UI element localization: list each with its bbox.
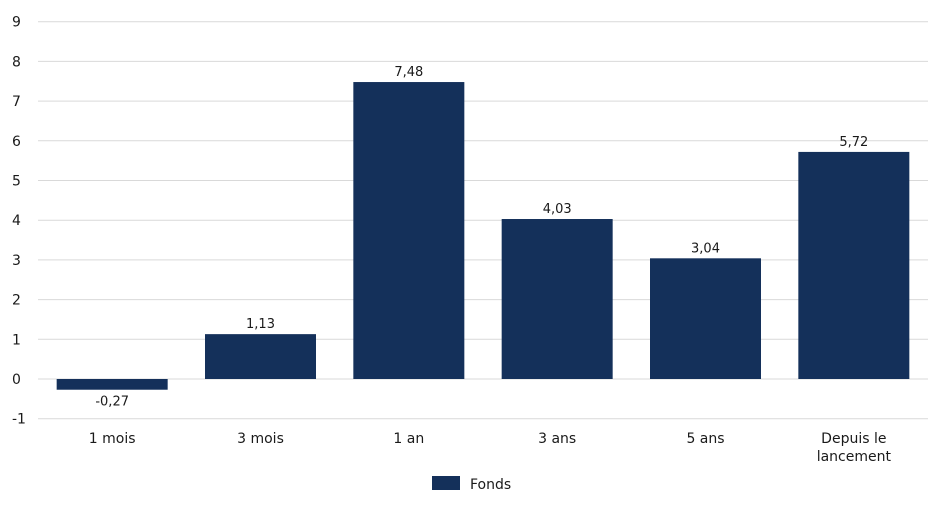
- y-tick-label: 6: [12, 134, 21, 150]
- bars-layer: [56, 82, 910, 390]
- y-tick-label: 8: [12, 54, 21, 70]
- data-label: -0,27: [95, 395, 129, 410]
- legend: Fonds: [432, 476, 511, 493]
- y-tick-label: 9: [12, 15, 21, 31]
- bar: [501, 219, 613, 379]
- category-label: 1 an: [393, 431, 424, 447]
- y-tick-label: 0: [12, 372, 21, 388]
- y-tick-label: -1: [12, 412, 26, 428]
- data-label: 5,72: [839, 135, 868, 150]
- bar: [798, 151, 910, 379]
- y-tick-label: 7: [12, 94, 21, 110]
- bar: [650, 258, 761, 379]
- data-label: 1,13: [246, 317, 275, 332]
- bar: [56, 379, 168, 390]
- data-label: 4,03: [543, 202, 572, 217]
- category-label: Depuis le lancement: [817, 431, 892, 465]
- data-label: 7,48: [394, 65, 423, 80]
- data-label: 3,04: [691, 241, 720, 256]
- category-label: 3 mois: [237, 431, 284, 447]
- y-tick-label: 3: [12, 253, 21, 269]
- legend-swatch: [432, 476, 460, 490]
- y-tick-label: 5: [12, 174, 21, 190]
- category-label: 3 ans: [538, 431, 576, 447]
- labels-layer: -1 0 1 2 3 4 5 6 7 8 9 -0,27 1 mois 1,13 3 mois 7,48 1 a…: [12, 15, 891, 465]
- legend-label: Fonds: [470, 477, 511, 493]
- y-tick-label: 4: [12, 213, 21, 229]
- grid-layer: [38, 21, 928, 420]
- y-tick-label: 1: [12, 332, 21, 348]
- bar: [353, 82, 465, 379]
- bar: [205, 334, 316, 379]
- category-label: 5 ans: [686, 431, 724, 447]
- category-label: 1 mois: [89, 431, 136, 447]
- y-tick-label: 2: [12, 293, 21, 309]
